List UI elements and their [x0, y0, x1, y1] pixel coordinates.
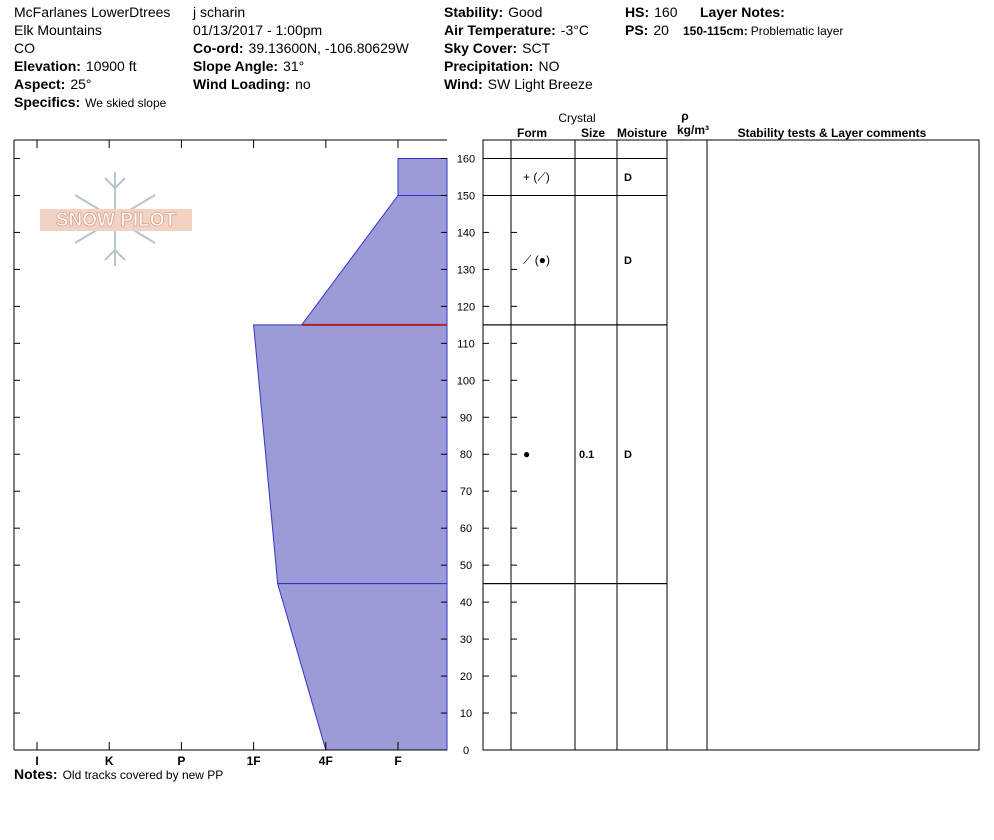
y-tick-label: 0 [463, 745, 469, 757]
header-text: McFarlanes LowerDtrees [14, 4, 170, 20]
header-text: Elk Mountains [14, 22, 102, 38]
y-tick-label: 20 [460, 671, 472, 683]
field-label: Aspect: [14, 76, 65, 92]
field-label: PS: [625, 22, 648, 38]
column-header: Crystal [558, 111, 595, 125]
note-value: Problematic layer [751, 24, 844, 38]
header-text: CO [14, 40, 35, 56]
layer [277, 583, 448, 751]
table-frame [482, 139, 980, 751]
note-label: 150-115cm: [683, 24, 748, 38]
field-value: SW Light Breeze [488, 76, 593, 92]
field-label: Wind Loading: [193, 76, 290, 92]
column-header: kg/m³ [677, 123, 709, 137]
hardness-label: 1F [247, 754, 261, 768]
field-value: We skied slope [85, 96, 166, 110]
field-label: Wind: [444, 76, 483, 92]
header-text: 01/13/2017 - 1:00pm [193, 22, 322, 38]
column-header: Moisture [617, 126, 667, 140]
header-field: PS: 20 [625, 22, 669, 38]
y-tick-label: 50 [460, 560, 472, 572]
notes-value: Old tracks covered by new PP [63, 768, 224, 782]
layer [253, 324, 448, 585]
field-label: Slope Angle: [193, 58, 278, 74]
header-field: Wind: SW Light Breeze [444, 76, 593, 92]
y-tick-label: 100 [457, 375, 475, 387]
layer [300, 194, 448, 326]
header-field: Sky Cover: SCT [444, 40, 551, 56]
layer-notes-title: Layer Notes: [700, 4, 785, 20]
field-value: 39.13600N, -106.80629W [249, 40, 410, 56]
logo-band [40, 209, 192, 231]
column-header: Form [517, 126, 547, 140]
header-field: Precipitation: NO [444, 58, 560, 74]
y-tick-label: 90 [460, 412, 472, 424]
notes: Notes: Old tracks covered by new PP [14, 766, 223, 782]
header-field: Elevation: 10900 ft [14, 58, 137, 74]
logo-text: SNOW PILOT [56, 210, 177, 231]
hardness-label: K [105, 754, 114, 768]
y-tick-label: 70 [460, 486, 472, 498]
field-label: Stability: [444, 4, 503, 20]
layer-note: 150-115cm: Problematic layer [683, 24, 843, 38]
field-value: 31° [283, 58, 304, 74]
header-field: Aspect: 25° [14, 76, 92, 92]
crystal-size: 0.1 [579, 449, 594, 461]
field-value: 20 [653, 22, 669, 38]
field-label: Precipitation: [444, 58, 533, 74]
field-value: Good [508, 4, 542, 20]
field-value: 160 [654, 4, 678, 20]
y-tick-label: 150 [457, 190, 475, 202]
field-value: no [295, 76, 311, 92]
field-label: Sky Cover: [444, 40, 517, 56]
hardness-label: F [394, 754, 401, 768]
header-field: Co-ord: 39.13600N, -106.80629W [193, 40, 410, 56]
y-tick-label: 160 [457, 153, 475, 165]
y-tick-label: 140 [457, 227, 475, 239]
field-value: 25° [70, 76, 91, 92]
y-tick-label: 110 [457, 338, 475, 350]
y-tick-label: 40 [460, 597, 472, 609]
field-label: HS: [625, 4, 649, 20]
header-field: Wind Loading: no [193, 76, 311, 92]
column-header: ρ [681, 109, 688, 123]
field-label: Specifics: [14, 94, 80, 110]
header-text: j scharin [192, 4, 245, 20]
field-label: Elevation: [14, 58, 81, 74]
hardness-label: 4F [319, 754, 333, 768]
field-value: -3°C [561, 22, 589, 38]
y-tick-label: 60 [460, 523, 472, 535]
field-label: Co-ord: [193, 40, 244, 56]
header-field: HS: 160 [625, 4, 678, 20]
layer [397, 157, 448, 196]
hardness-label: I [35, 754, 38, 768]
column-header: Size [581, 126, 605, 140]
y-tick-label: 80 [460, 449, 472, 461]
header-field: Slope Angle: 31° [193, 58, 304, 74]
field-value: SCT [522, 40, 550, 56]
y-tick-label: 130 [457, 264, 475, 276]
y-tick-label: 120 [457, 301, 475, 313]
column-header: Stability tests & Layer comments [738, 126, 927, 140]
notes-label: Notes: [14, 766, 58, 782]
y-tick-label: 10 [460, 708, 472, 720]
header-field: Stability: Good [444, 4, 542, 20]
crystal-form: ⟋ (●) [523, 253, 550, 267]
moisture: D [624, 172, 632, 184]
y-tick-label: 30 [460, 634, 472, 646]
field-value: NO [538, 58, 559, 74]
hardness-label: P [177, 754, 185, 768]
crystal-form: + (⟋) [523, 170, 550, 184]
field-value: 10900 ft [86, 58, 137, 74]
header-field: Specifics: We skied slope [14, 94, 167, 110]
moisture: D [624, 449, 632, 461]
field-label: Air Temperature: [444, 22, 556, 38]
header-field: Air Temperature: -3°C [444, 22, 589, 38]
moisture: D [624, 255, 632, 267]
crystal-form: ● [523, 447, 530, 461]
